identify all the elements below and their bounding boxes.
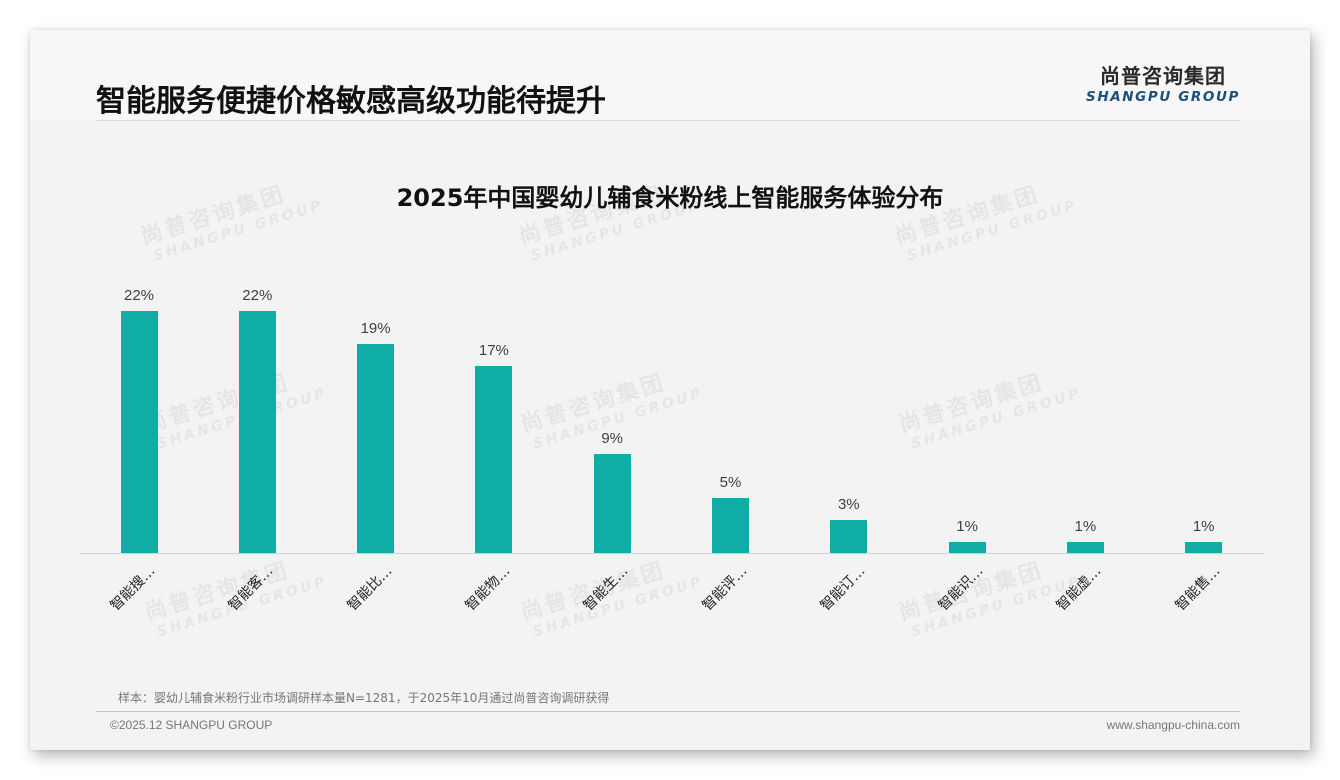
bar <box>1066 542 1104 553</box>
bar <box>475 366 513 553</box>
bar-value-label: 3% <box>837 496 860 513</box>
logo-cn-text: 尚普咨询集团 <box>1100 64 1226 88</box>
x-axis-category-label: 智能物… <box>462 563 514 615</box>
x-axis-line <box>80 553 1264 554</box>
x-axis-category-label: 智能订… <box>817 563 869 615</box>
x-axis-category-label: 智能评… <box>699 563 750 615</box>
bar <box>948 542 986 553</box>
slide: 智能服务便捷价格敏感高级功能待提升 尚普咨询集团 SHANGPU GROUP 尚… <box>30 30 1310 750</box>
bar-value-label: 22% <box>123 287 155 304</box>
logo-en-text: SHANGPU GROUP <box>1086 89 1241 105</box>
chart-title: 2025年中国婴幼儿辅食米粉线上智能服务体验分布 <box>396 184 944 212</box>
x-axis-category-label: 智能客… <box>225 563 277 615</box>
bar <box>593 454 631 553</box>
bar <box>238 311 276 553</box>
bar-value-label: 19% <box>360 320 391 337</box>
bar <box>357 344 395 553</box>
page-title: 智能服务便捷价格敏感高级功能待提升 <box>96 84 606 119</box>
bar-value-label: 1% <box>1074 518 1097 535</box>
bar-value-label: 5% <box>719 474 742 491</box>
bar-chart: 22% 智能搜… 22% 智能客… 19% 智能比… 17% 智能物… 9% 智能生… 5% 智能评…… <box>80 270 1264 670</box>
bar-value-label: 1% <box>1192 518 1215 535</box>
company-logo: 尚普咨询集团 SHANGPU GROUP <box>1086 64 1240 105</box>
x-axis-category-label: 智能搜… <box>107 563 159 615</box>
footer-website: www.shangpu-china.com <box>1106 718 1240 732</box>
bar <box>712 498 749 553</box>
bar <box>120 311 158 553</box>
bar-value-label: 22% <box>242 287 273 304</box>
x-axis-category-label: 智能售… <box>1172 563 1224 615</box>
bar-value-label: 1% <box>956 518 978 535</box>
bar-value-label: 17% <box>478 342 509 359</box>
header-divider <box>96 120 1240 121</box>
bar <box>830 520 868 553</box>
footer-copyright: ©2025.12 SHANGPU GROUP <box>110 718 273 732</box>
footer-divider <box>96 711 1240 712</box>
bar-value-label: 9% <box>601 430 624 447</box>
header-band <box>30 30 1310 120</box>
bar <box>1185 542 1223 553</box>
x-axis-category-label: 智能比… <box>344 563 396 615</box>
x-axis-category-label: 智能虚… <box>1053 563 1105 615</box>
x-axis-category-label: 智能生… <box>580 563 632 615</box>
sample-note: 样本：婴幼儿辅食米粉行业市场调研样本量N=1281，于2025年10月通过尚普咨… <box>118 691 610 705</box>
x-axis-category-label: 智能识… <box>935 563 987 615</box>
